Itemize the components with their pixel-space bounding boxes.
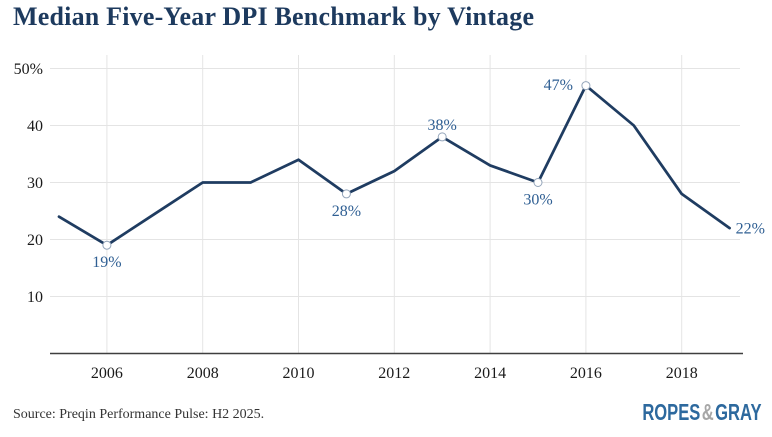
- y-tick-label: 40: [27, 118, 43, 135]
- y-tick-label: 20: [27, 232, 43, 249]
- logo-ampersand-icon: &: [701, 398, 714, 426]
- point-marker: [581, 81, 591, 91]
- y-tick-label: 50%: [14, 61, 43, 78]
- chart-title: Median Five-Year DPI Benchmark by Vintag…: [13, 2, 535, 31]
- source-note: Source: Preqin Performance Pulse: H2 202…: [13, 407, 265, 422]
- x-tick-label: 2010: [283, 365, 315, 382]
- point-marker: [533, 178, 543, 187]
- y-tick-label: 30: [27, 175, 43, 192]
- ropes-gray-logo: ROPES&GRAY: [642, 399, 761, 427]
- point-value-label: 28%: [332, 203, 361, 220]
- x-tick-label: 2006: [91, 365, 123, 382]
- x-tick-label: 2016: [570, 365, 602, 382]
- x-tick-label: 2012: [378, 365, 410, 382]
- logo-gray: GRAY: [714, 398, 761, 426]
- series-line: [57, 84, 731, 247]
- y-tick-label: 10: [27, 289, 43, 306]
- x-tick-label: 2014: [474, 365, 506, 382]
- logo-ropes: ROPES: [641, 398, 700, 426]
- x-tick-label: 2018: [666, 365, 698, 382]
- x-tick-label: 2008: [187, 365, 219, 382]
- point-value-label: 19%: [92, 254, 121, 271]
- point-marker: [102, 240, 112, 250]
- point-value-label: 30%: [523, 192, 552, 209]
- point-marker: [341, 189, 351, 199]
- point-value-label: 38%: [428, 117, 457, 134]
- point-marker: [437, 132, 447, 142]
- point-value-label: 22%: [736, 221, 765, 238]
- point-value-label: 47%: [544, 77, 573, 94]
